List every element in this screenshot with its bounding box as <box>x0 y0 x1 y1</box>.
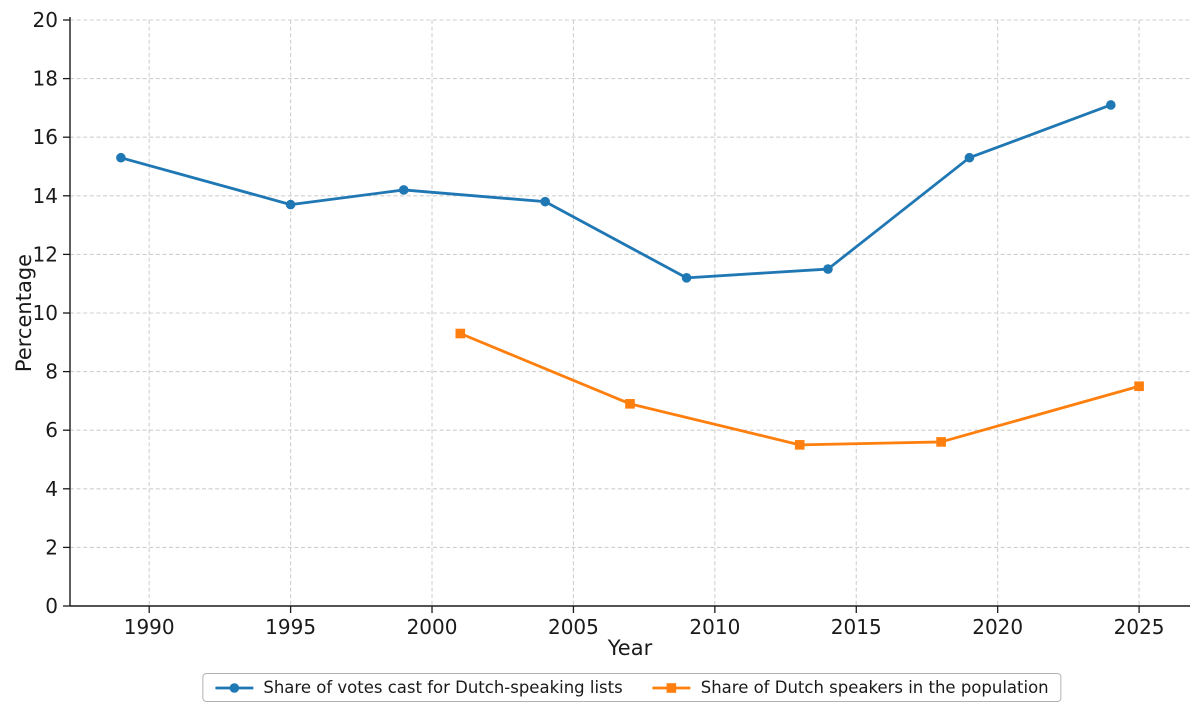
y-tick-label: 2 <box>45 535 58 559</box>
data-point-circle-marker <box>116 152 126 163</box>
data-point-square-marker <box>625 399 635 409</box>
y-axis-label: Percentage <box>12 253 36 373</box>
data-point-square-marker <box>1134 381 1144 392</box>
y-tick-label: 4 <box>45 477 58 501</box>
x-axis-label: Year <box>607 636 653 660</box>
y-tick-label: 18 <box>33 67 58 91</box>
data-point-square-marker <box>455 328 466 339</box>
data-point-circle-marker <box>398 185 409 195</box>
y-tick-label: 20 <box>33 8 58 32</box>
y-tick-label: 14 <box>33 184 58 208</box>
series-line-0 <box>119 103 1113 280</box>
data-point-circle-marker <box>681 273 692 283</box>
x-tick-label: 2015 <box>831 615 882 639</box>
legend-sample-votes-line-icon <box>215 682 254 693</box>
y-tick-label: 10 <box>33 301 58 325</box>
data-point-square-marker <box>936 437 946 447</box>
y-tick-label: 8 <box>45 360 58 384</box>
legend-sample-speakers-line-icon <box>652 682 691 693</box>
x-tick-label: 2000 <box>407 615 458 639</box>
x-tick-label: 2005 <box>548 615 599 639</box>
y-tick-label: 6 <box>45 418 58 442</box>
legend-item-votes: Share of votes cast for Dutch-speaking l… <box>215 678 623 697</box>
x-tick-label: 1990 <box>124 615 175 639</box>
x-tick-label: 1995 <box>265 615 316 639</box>
y-tick-label: 12 <box>33 242 58 266</box>
legend: Share of votes cast for Dutch-speaking l… <box>202 673 1062 702</box>
legend-label-votes: Share of votes cast for Dutch-speaking l… <box>263 678 623 697</box>
data-point-circle-marker <box>964 152 975 163</box>
legend-item-speakers: Share of Dutch speakers in the populatio… <box>652 678 1049 697</box>
data-point-circle-marker <box>285 199 296 210</box>
data-point-circle-marker <box>540 196 550 207</box>
legend-label-speakers: Share of Dutch speakers in the populatio… <box>700 678 1049 697</box>
y-tick-label: 16 <box>33 125 58 149</box>
data-point-square-marker <box>794 440 805 450</box>
series-line-1 <box>458 332 1141 447</box>
x-tick-label: 2025 <box>1114 615 1165 639</box>
x-tick-label: 2010 <box>689 615 740 639</box>
data-point-circle-marker <box>823 264 833 274</box>
y-tick-label: 0 <box>45 594 58 618</box>
x-tick-label: 2020 <box>972 615 1023 639</box>
data-point-circle-marker <box>1106 100 1116 110</box>
